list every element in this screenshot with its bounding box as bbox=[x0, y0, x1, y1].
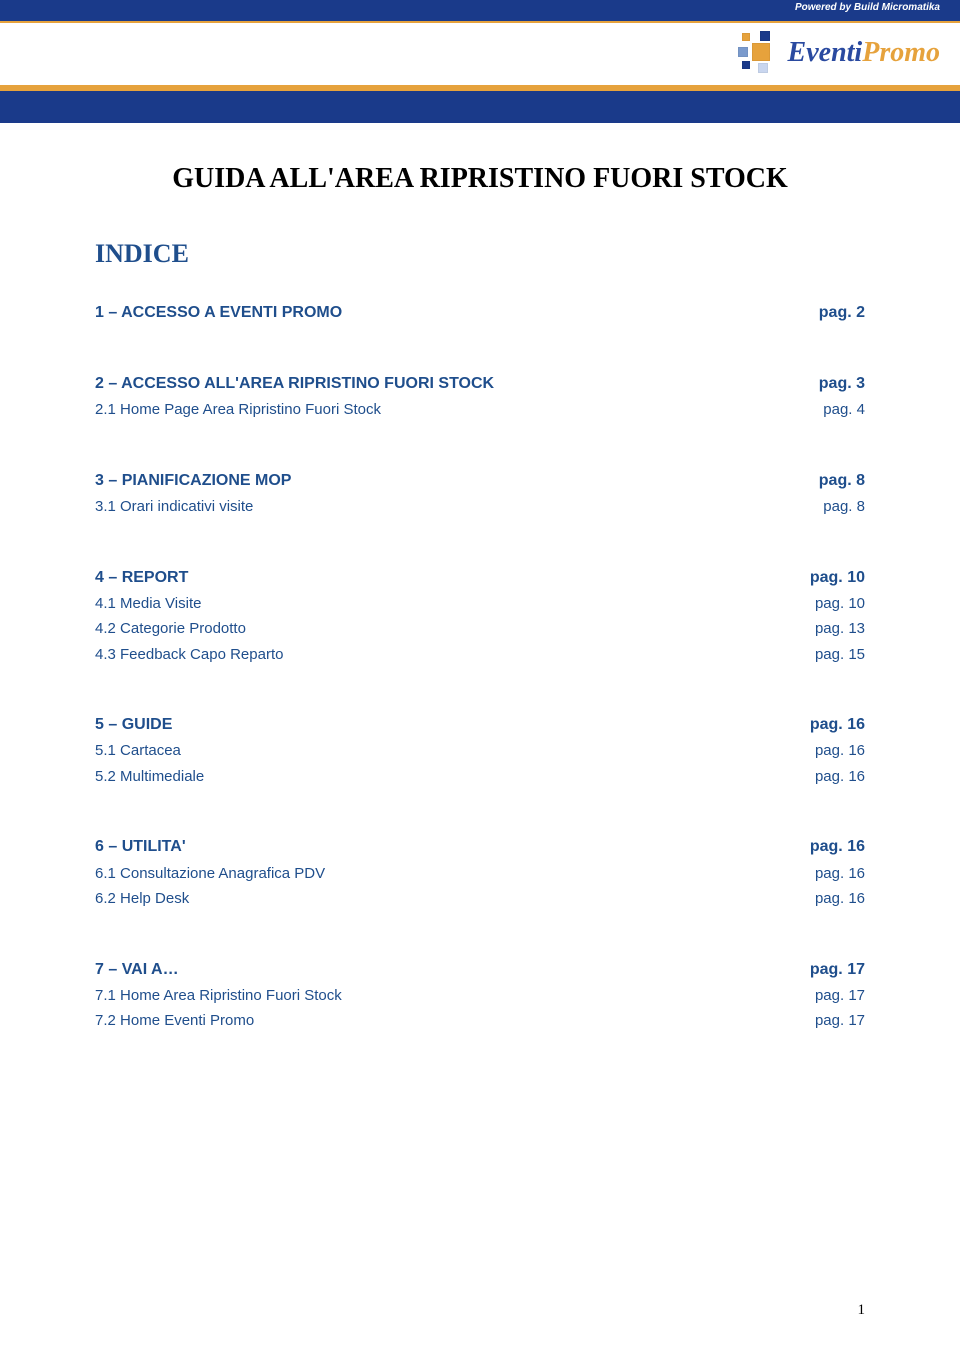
page-title: GUIDA ALL'AREA RIPRISTINO FUORI STOCK bbox=[95, 163, 865, 195]
toc-row-page: pag. 10 bbox=[810, 564, 865, 591]
toc-row-page: pag. 3 bbox=[819, 370, 865, 397]
toc-row: 2 – ACCESSO ALL'AREA RIPRISTINO FUORI ST… bbox=[95, 370, 865, 397]
toc-row: 5.2 Multimediale pag. 16 bbox=[95, 764, 865, 790]
toc-row-page: pag. 10 bbox=[815, 591, 865, 617]
toc-row-page: pag. 17 bbox=[815, 983, 865, 1009]
toc-row-label: 7.2 Home Eventi Promo bbox=[95, 1008, 254, 1034]
toc-group: 6 – UTILITA'pag. 166.1 Consultazione Ana… bbox=[95, 833, 865, 911]
toc: 1 – ACCESSO A EVENTI PROMO pag. 2 2 – ACCE… bbox=[95, 299, 865, 1034]
toc-row-page: pag. 13 bbox=[815, 616, 865, 642]
toc-row: 4.3 Feedback Capo Reparto pag. 15 bbox=[95, 642, 865, 668]
toc-row-label: 7.1 Home Area Ripristino Fuori Stock bbox=[95, 983, 342, 1009]
rule-blue-band bbox=[0, 91, 960, 123]
toc-row-page: pag. 16 bbox=[815, 738, 865, 764]
toc-row-page: pag. 16 bbox=[810, 711, 865, 738]
toc-group: 7 – VAI A…pag. 177.1 Home Area Ripristin… bbox=[95, 956, 865, 1034]
toc-row-label: 4.2 Categorie Prodotto bbox=[95, 616, 246, 642]
toc-row-page: pag. 4 bbox=[823, 397, 865, 423]
logo-squares-icon bbox=[738, 31, 782, 75]
toc-row-label: 7 – VAI A… bbox=[95, 956, 179, 983]
toc-row-label: 4.3 Feedback Capo Reparto bbox=[95, 642, 283, 668]
page-number: 1 bbox=[858, 1302, 866, 1319]
toc-row-page: pag. 8 bbox=[819, 467, 865, 494]
toc-group: 1 – ACCESSO A EVENTI PROMO pag. 2 bbox=[95, 299, 865, 326]
toc-row: 5.1 Cartacea pag. 16 bbox=[95, 738, 865, 764]
toc-row: 6 – UTILITA' pag. 16 bbox=[95, 833, 865, 860]
toc-row-label: 5 – GUIDE bbox=[95, 711, 172, 738]
toc-row-label: 1 – ACCESSO A EVENTI PROMO bbox=[95, 299, 342, 326]
logo-promo-text: Promo bbox=[862, 37, 940, 69]
indice-heading: INDICE bbox=[95, 239, 865, 269]
toc-row: 7.1 Home Area Ripristino Fuori Stock pag.… bbox=[95, 983, 865, 1009]
logo-text: Eventi Promo bbox=[788, 37, 940, 69]
toc-row-page: pag. 16 bbox=[815, 886, 865, 912]
toc-row: 6.2 Help Desk pag. 16 bbox=[95, 886, 865, 912]
toc-row-label: 5.1 Cartacea bbox=[95, 738, 181, 764]
toc-row-page: pag. 2 bbox=[819, 299, 865, 326]
toc-row: 6.1 Consultazione Anagrafica PDV pag. 16 bbox=[95, 861, 865, 887]
toc-row-label: 2 – ACCESSO ALL'AREA RIPRISTINO FUORI ST… bbox=[95, 370, 494, 397]
toc-row-label: 4.1 Media Visite bbox=[95, 591, 201, 617]
toc-row: 1 – ACCESSO A EVENTI PROMO pag. 2 bbox=[95, 299, 865, 326]
header-band: Eventi Promo bbox=[0, 23, 960, 83]
toc-row-page: pag. 8 bbox=[823, 494, 865, 520]
page-content: GUIDA ALL'AREA RIPRISTINO FUORI STOCK IN… bbox=[0, 123, 960, 1034]
toc-row-page: pag. 15 bbox=[815, 642, 865, 668]
logo: Eventi Promo bbox=[738, 31, 940, 75]
toc-row-label: 4 – REPORT bbox=[95, 564, 188, 591]
toc-row-label: 3 – PIANIFICAZIONE MOP bbox=[95, 467, 291, 494]
toc-group: 4 – REPORT pag. 10 4.1 Media Visite pag. 10… bbox=[95, 564, 865, 668]
toc-row: 4.1 Media Visite pag. 10 bbox=[95, 591, 865, 617]
toc-row-page: pag. 16 bbox=[815, 764, 865, 790]
toc-row: 7.2 Home Eventi Promo pag. 17 bbox=[95, 1008, 865, 1034]
toc-row-label: 6.2 Help Desk bbox=[95, 886, 189, 912]
toc-row-page: pag. 16 bbox=[810, 833, 865, 860]
toc-row: 7 – VAI A… pag. 17 bbox=[95, 956, 865, 983]
header-topbar: Powered by Build Micromatika bbox=[0, 0, 960, 18]
toc-row-label: 6 – UTILITA' bbox=[95, 833, 186, 860]
toc-row-label: 2.1 Home Page Area Ripristino Fuori Stoc… bbox=[95, 397, 381, 423]
toc-row-label: 5.2 Multimediale bbox=[95, 764, 204, 790]
toc-group: 3 – PIANIFICAZIONE MOPpag. 83.1 Orari in… bbox=[95, 467, 865, 520]
toc-row: 4 – REPORT pag. 10 bbox=[95, 564, 865, 591]
toc-row-page: pag. 17 bbox=[810, 956, 865, 983]
powered-by-label: Powered by Build Micromatika bbox=[795, 2, 940, 13]
toc-group: 5 – GUIDEpag. 165.1 Cartaceapag. 165.2 M… bbox=[95, 711, 865, 789]
toc-row: 3 – PIANIFICAZIONE MOP pag. 8 bbox=[95, 467, 865, 494]
toc-row-label: 6.1 Consultazione Anagrafica PDV bbox=[95, 861, 325, 887]
toc-row-page: pag. 17 bbox=[815, 1008, 865, 1034]
toc-row: 5 – GUIDE pag. 16 bbox=[95, 711, 865, 738]
toc-row: 2.1 Home Page Area Ripristino Fuori Stoc… bbox=[95, 397, 865, 423]
toc-row-label: 3.1 Orari indicativi visite bbox=[95, 494, 253, 520]
toc-group: 2 – ACCESSO ALL'AREA RIPRISTINO FUORI ST… bbox=[95, 370, 865, 423]
logo-eventi-text: Eventi bbox=[788, 37, 863, 69]
toc-row: 4.2 Categorie Prodotto pag. 13 bbox=[95, 616, 865, 642]
toc-row-page: pag. 16 bbox=[815, 861, 865, 887]
toc-row: 3.1 Orari indicativi visite pag. 8 bbox=[95, 494, 865, 520]
